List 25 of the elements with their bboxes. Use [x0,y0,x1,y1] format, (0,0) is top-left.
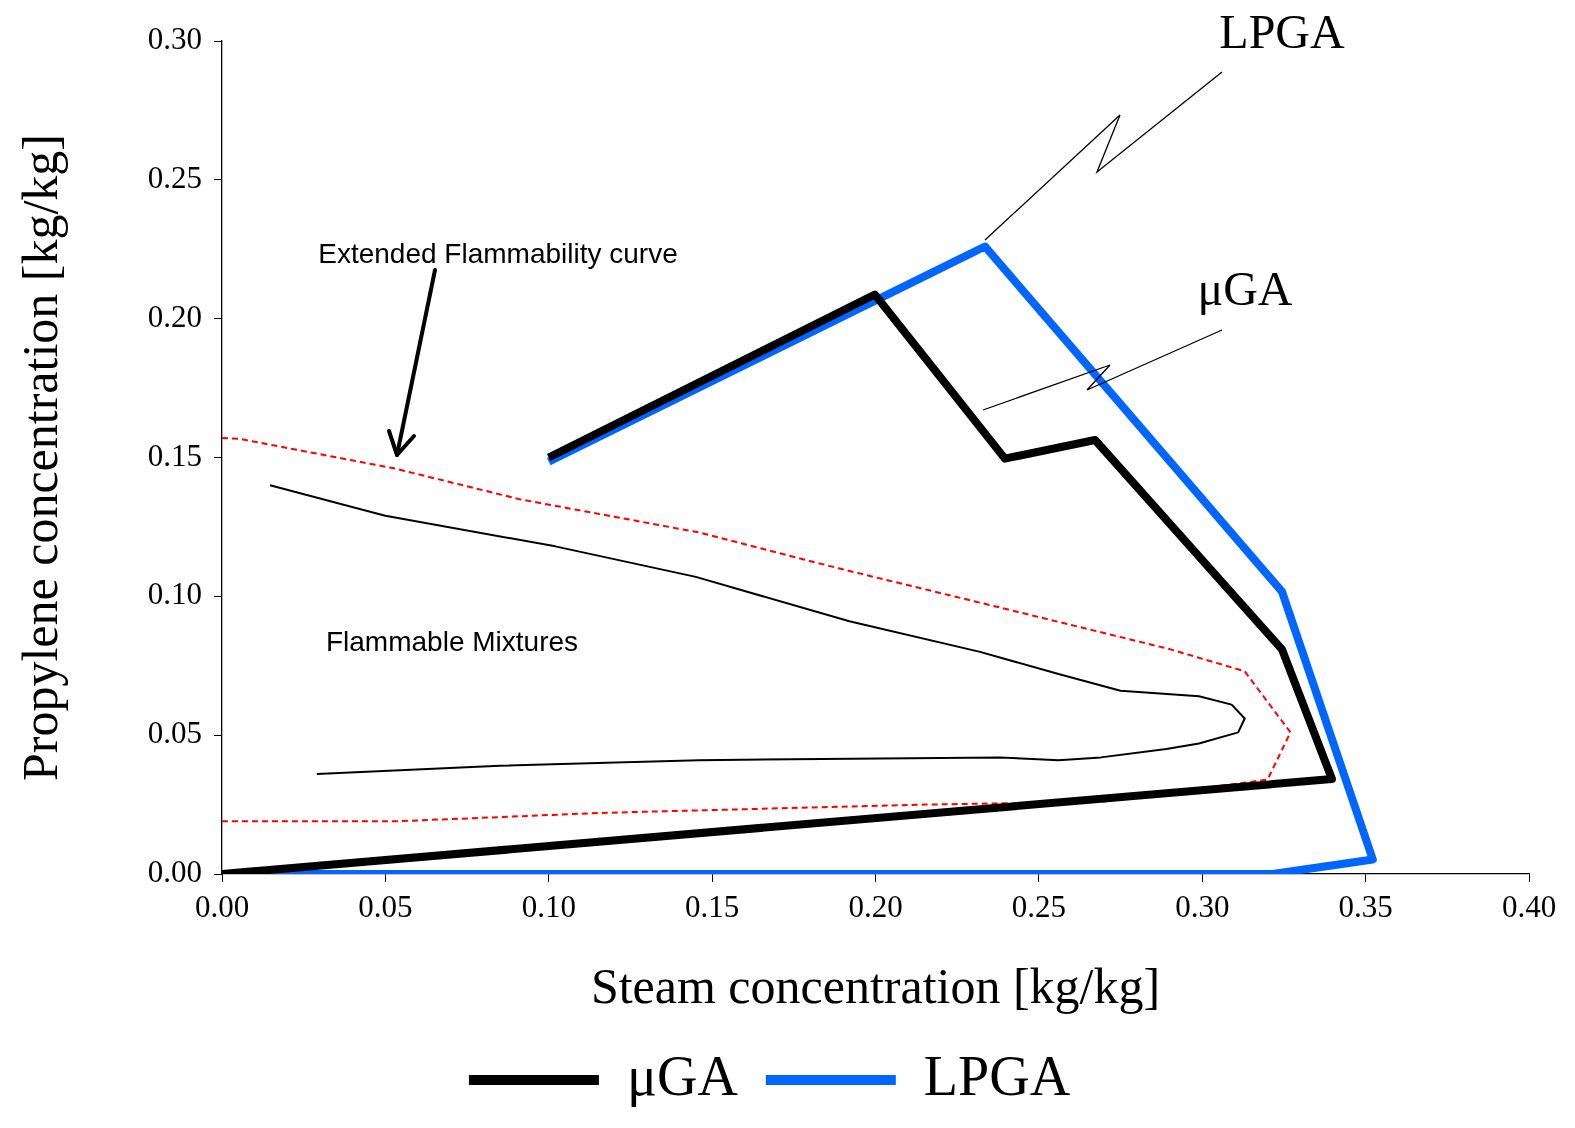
annotation: Extended Flammability curve [318,237,678,269]
x-tick-label: 0.10 [521,888,576,924]
x-tick-label: 0.25 [1011,888,1066,924]
x-tick-label: 0.30 [1175,888,1230,924]
x-tick-label: 0.35 [1338,888,1393,924]
y-tick-label: 0.25 [147,159,202,195]
y-tick-label: 0.20 [147,298,202,334]
y-tick-label: 0.10 [147,576,202,612]
y-tick-label: 0.30 [147,21,202,57]
legend-label: LPGA [923,1044,1071,1107]
y-tick-label: 0.05 [147,715,202,751]
x-tick-label: 0.05 [358,888,413,924]
y-tick-label: 0.15 [147,437,202,473]
y-tick-label: 0.00 [147,854,202,890]
annotation: Flammable Mixtures [325,625,579,657]
line-series [222,437,1292,823]
x-axis-title: Steam concentration [kg/kg] [590,958,1161,1015]
x-tick-label: 0.20 [848,888,903,924]
legend-label: μGA [626,1044,739,1107]
y-axis-title: Propylene concentration [kg/kg] [12,133,69,782]
x-tick-label: 0.15 [685,888,740,924]
annotation: LPGA [1219,4,1346,58]
x-tick-label: 0.00 [194,888,250,924]
x-tick-label: 0.40 [1501,888,1557,924]
annotation: μGA [1197,261,1293,315]
